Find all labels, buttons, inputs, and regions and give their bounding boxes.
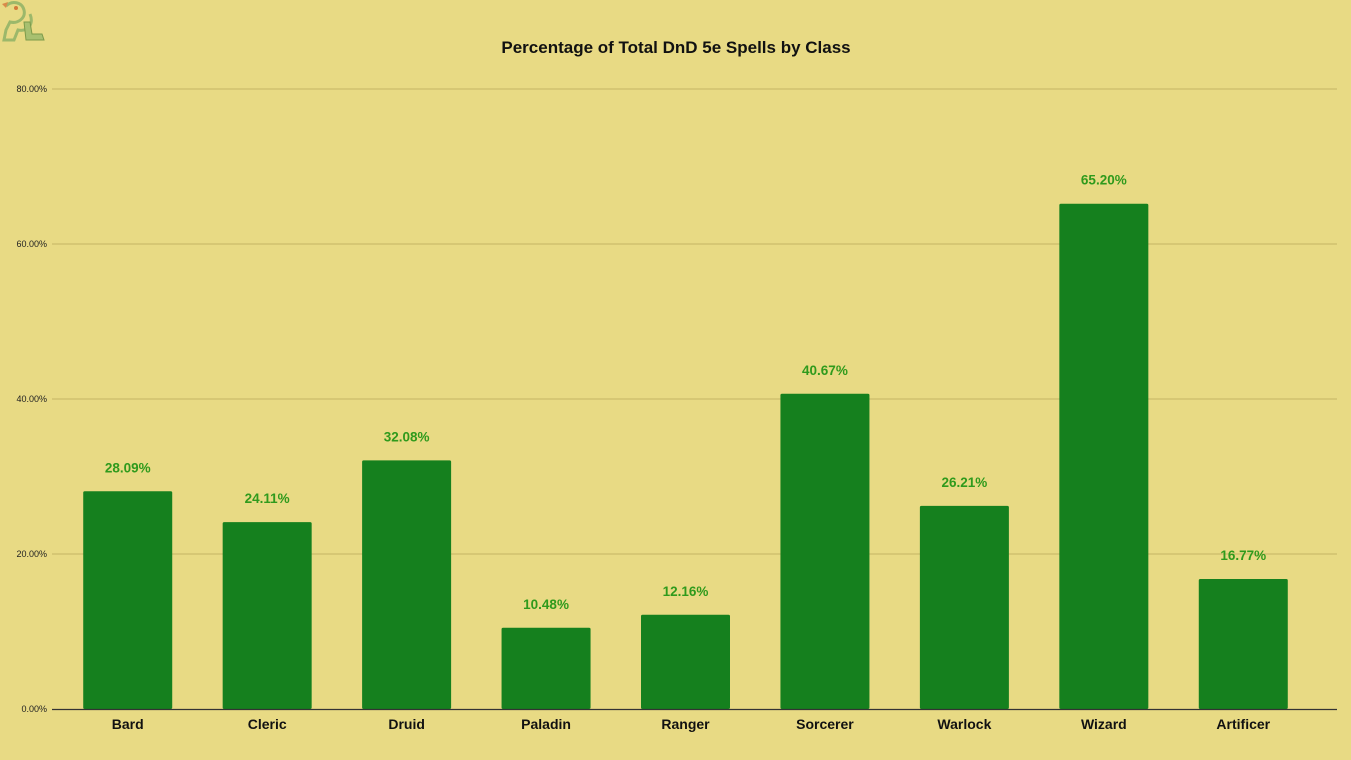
- bar-artificer: [1198, 579, 1288, 709]
- x-tick-label-cleric: Cleric: [248, 716, 287, 732]
- bar-druid: [362, 460, 452, 709]
- data-labels: 28.09% 24.11% 32.08% 10.48% 12.16% 40.67% 26.2…: [105, 173, 1266, 612]
- y-tick-label: 60.00%: [16, 239, 47, 249]
- data-label-sorcerer: 40.67%: [802, 363, 848, 378]
- bar-cleric: [222, 522, 312, 709]
- y-tick-label: 80.00%: [16, 84, 47, 94]
- bar-ranger: [641, 614, 730, 709]
- data-label-druid: 32.08%: [384, 429, 430, 444]
- data-label-cleric: 24.11%: [245, 491, 290, 506]
- y-axis-tick-labels: 0.00% 20.00% 40.00% 60.00% 80.00%: [16, 84, 47, 714]
- chart-title: Percentage of Total DnD 5e Spells by Cla…: [501, 38, 850, 57]
- data-label-warlock: 26.21%: [941, 475, 987, 490]
- x-tick-label-bard: Bard: [112, 716, 144, 732]
- x-axis-tick-labels: Bard Cleric Druid Paladin Ranger Sorcerer Warl…: [112, 716, 1271, 732]
- data-label-artificer: 16.77%: [1220, 548, 1266, 563]
- bar-sorcerer: [780, 393, 870, 709]
- data-label-ranger: 12.16%: [663, 584, 709, 599]
- bar-warlock: [919, 505, 1009, 709]
- y-tick-label: 0.00%: [21, 704, 47, 714]
- bar-wizard: [1059, 203, 1149, 709]
- x-tick-label-sorcerer: Sorcerer: [796, 716, 854, 732]
- data-label-wizard: 65.20%: [1081, 173, 1127, 188]
- x-tick-label-warlock: Warlock: [937, 716, 991, 732]
- bar-series: [83, 203, 1288, 709]
- y-tick-label: 40.00%: [16, 394, 47, 404]
- y-tick-label: 20.00%: [16, 549, 47, 559]
- x-tick-label-artificer: Artificer: [1216, 716, 1270, 732]
- bar-bard: [83, 491, 173, 709]
- x-tick-label-paladin: Paladin: [521, 716, 571, 732]
- x-tick-label-ranger: Ranger: [661, 716, 710, 732]
- data-label-paladin: 10.48%: [523, 597, 569, 612]
- x-tick-label-druid: Druid: [388, 716, 425, 732]
- bar-paladin: [501, 627, 591, 709]
- x-tick-label-wizard: Wizard: [1081, 716, 1127, 732]
- data-label-bard: 28.09%: [105, 460, 151, 475]
- dragon-logo-icon: [2, 1, 45, 42]
